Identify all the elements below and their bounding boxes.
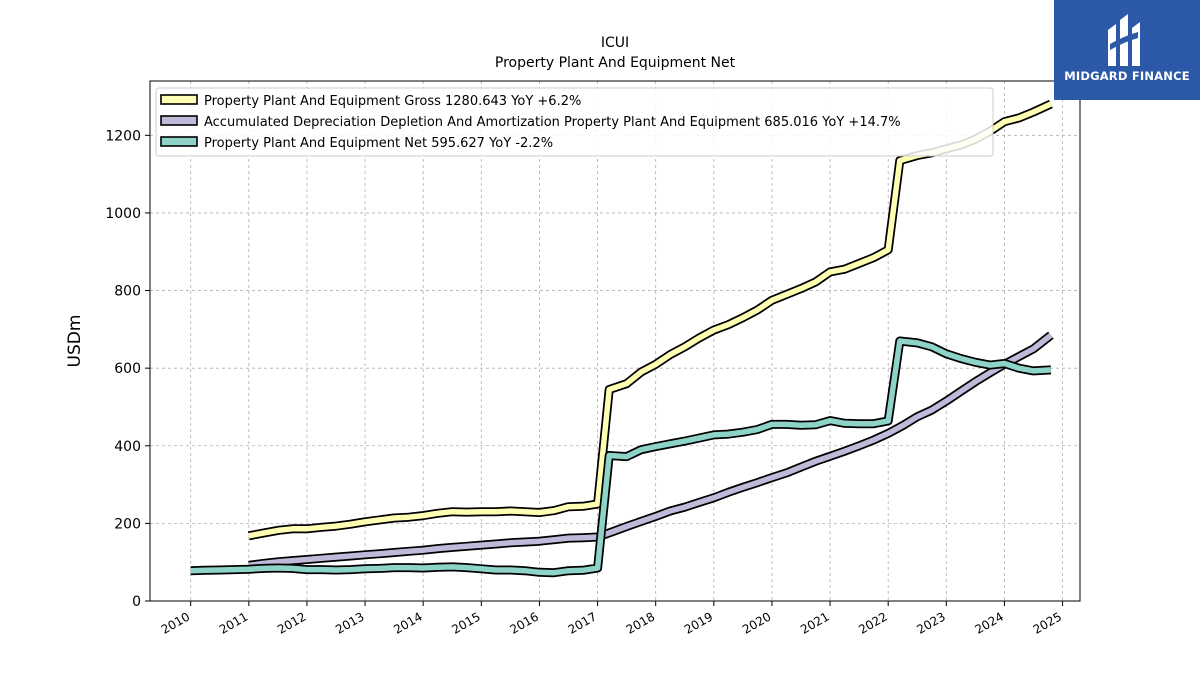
x-tick-label: 2025: [1031, 609, 1064, 636]
legend-swatch-2: [160, 136, 198, 147]
series-line-2: [190, 338, 1052, 576]
y-axis-label: USDm: [65, 315, 85, 368]
brand-logo-mark-icon: [1108, 14, 1140, 66]
legend-box: [155, 87, 994, 157]
y-tick-label: 800: [114, 284, 141, 300]
x-tick-label: 2010: [159, 609, 192, 636]
x-tick-label: 2014: [391, 609, 424, 636]
legend-entry-1: Accumulated Depreciation Depletion And A…: [204, 115, 901, 130]
x-tick-label: 2019: [682, 609, 715, 636]
brand-name: MIDGARD FINANCE: [1064, 69, 1190, 83]
series-lines: [190, 99, 1054, 578]
series-line-1: [248, 333, 1053, 569]
x-tick-label: 2023: [914, 609, 947, 636]
x-tick-label: 2012: [275, 609, 308, 636]
y-tick-label: 1200: [105, 128, 141, 144]
x-tick-label: 2013: [333, 609, 366, 636]
y-tick-label: 200: [114, 516, 141, 532]
x-tick-label: 2017: [566, 609, 599, 636]
y-tick-label: 0: [132, 594, 141, 610]
x-tick-label: 2018: [624, 609, 657, 636]
chart-title: ICUI: [601, 35, 629, 51]
brand-logo: MIDGARD FINANCE: [1054, 0, 1200, 100]
legend-swatch-0: [160, 94, 198, 105]
legend-entry-2: Property Plant And Equipment Net 595.627…: [204, 136, 553, 151]
x-tick-label: 2016: [507, 609, 540, 636]
grid-lines: [150, 81, 1080, 602]
legend-swatch-1: [160, 115, 198, 126]
chart-subtitle: Property Plant And Equipment Net: [495, 55, 736, 71]
series-line-0: [248, 101, 1053, 539]
y-tick-label: 600: [114, 361, 141, 377]
x-tick-label: 2015: [449, 609, 482, 636]
legend-entry-0: Property Plant And Equipment Gross 1280.…: [204, 94, 581, 109]
x-tick-label: 2022: [856, 609, 889, 636]
x-tick-label: 2011: [217, 609, 250, 636]
x-tick-label: 2020: [740, 609, 773, 636]
x-tick-label: 2021: [798, 609, 831, 636]
x-tick-label: 2024: [972, 609, 1005, 636]
series-outline-0: [247, 99, 1053, 541]
plot-area-frame: [149, 80, 1081, 602]
y-tick-label: 400: [114, 439, 141, 455]
y-tick-label: 1000: [105, 206, 141, 222]
legend: Property Plant And Equipment Gross 1280.…: [155, 87, 994, 157]
